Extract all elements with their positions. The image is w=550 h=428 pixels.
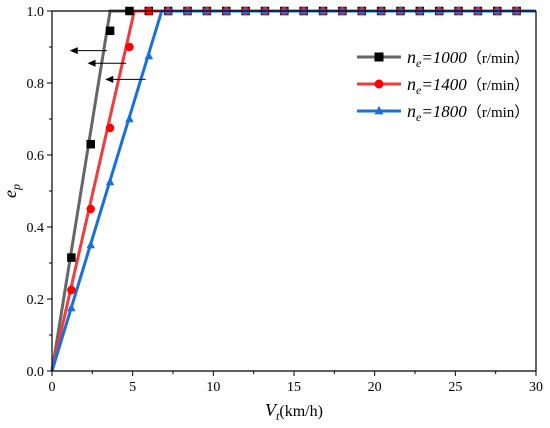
legend-marker-1 xyxy=(374,79,384,89)
x-tick-label: 25 xyxy=(448,380,462,395)
legend: ne=1000（r/min）ne=1400（r/min）ne=1800（r/mi… xyxy=(357,47,529,124)
y-tick-label: 0.0 xyxy=(27,365,45,380)
series-2-marker xyxy=(357,6,366,15)
arrow-head-2 xyxy=(105,75,114,83)
legend-marker-2 xyxy=(374,105,384,115)
series-0-marker xyxy=(105,26,115,36)
y-tick-label: 1.0 xyxy=(27,5,45,20)
series-2-marker xyxy=(183,6,192,15)
series-2-marker xyxy=(202,6,212,15)
series-2-marker xyxy=(473,6,483,15)
series-2-marker xyxy=(493,6,502,15)
series-2-marker xyxy=(318,6,328,15)
y-axis-title: ep xyxy=(0,184,23,198)
legend-label-1: ne=1400（r/min） xyxy=(407,74,529,97)
x-tick-label: 20 xyxy=(368,380,382,395)
y-tick-label: 0.6 xyxy=(27,149,45,164)
series-2-marker xyxy=(415,6,425,15)
series-2-marker xyxy=(86,240,95,249)
series-0-marker xyxy=(67,253,76,262)
x-tick-label: 5 xyxy=(129,380,136,395)
series-2-marker xyxy=(454,6,463,15)
y-tick-label: 0.4 xyxy=(27,221,45,236)
legend-prefix: n xyxy=(407,101,416,121)
legend-sub: e xyxy=(416,83,422,97)
series-0-marker xyxy=(86,139,95,149)
series-2-marker xyxy=(512,6,521,15)
axes xyxy=(47,10,537,376)
y-tick-label: 0.2 xyxy=(27,293,45,308)
series-1-marker xyxy=(105,123,115,133)
series-2-marker xyxy=(163,6,173,15)
legend-value: =1800 xyxy=(421,102,467,121)
x-tick-label: 0 xyxy=(49,380,56,395)
x-axis-title: Vt(km/h) xyxy=(265,400,323,423)
series-2-marker xyxy=(435,6,444,15)
x-axis-title-suffix: (km/h) xyxy=(279,403,323,420)
legend-unit: （r/min） xyxy=(467,104,530,121)
series-2-marker xyxy=(222,6,231,15)
x-axis-title-main: V xyxy=(265,400,278,420)
series-2-marker xyxy=(105,177,115,186)
annotation-arrows xyxy=(69,47,146,83)
series-2-marker xyxy=(299,6,308,15)
series-2-marker xyxy=(280,6,289,15)
legend-value: =1400 xyxy=(421,75,467,94)
y-axis-title-main: e xyxy=(0,190,20,198)
tick-labels: 0 5 10 15 20 25 30 0.0 0.2 0.4 0.6 0.8 1.0 xyxy=(27,5,544,395)
series-2-marker xyxy=(338,6,347,15)
series-1-marker xyxy=(125,42,134,52)
series-2-marker xyxy=(67,303,76,312)
legend-value: =1000 xyxy=(421,48,467,67)
legend-prefix: n xyxy=(407,47,416,67)
x-tick-label: 15 xyxy=(287,380,301,395)
x-axis-title-sub: t xyxy=(276,409,280,423)
series-2-marker xyxy=(144,51,154,60)
legend-unit: （r/min） xyxy=(467,50,530,67)
arrow-head-1 xyxy=(87,59,96,67)
series-2-marker xyxy=(376,6,386,15)
arrow-head-0 xyxy=(69,47,78,55)
series-2-marker xyxy=(241,6,250,15)
series-1-marker xyxy=(67,285,76,295)
legend-sub: e xyxy=(416,110,422,124)
legend-sub: e xyxy=(416,56,422,70)
x-tick-label: 30 xyxy=(529,380,543,395)
series-2-marker xyxy=(396,6,405,15)
legend-unit: （r/min） xyxy=(467,77,530,94)
y-axis-title-sub: p xyxy=(9,184,23,191)
legend-marker-0 xyxy=(374,52,384,62)
y-tick-label: 0.8 xyxy=(27,77,45,92)
series-2-marker xyxy=(260,6,270,15)
x-tick-label: 10 xyxy=(206,380,220,395)
legend-prefix: n xyxy=(407,74,416,94)
series-2-marker xyxy=(125,114,134,123)
legend-label-0: ne=1000（r/min） xyxy=(407,47,529,70)
legend-label-2: ne=1800（r/min） xyxy=(407,101,529,124)
series-1-marker xyxy=(86,204,95,214)
